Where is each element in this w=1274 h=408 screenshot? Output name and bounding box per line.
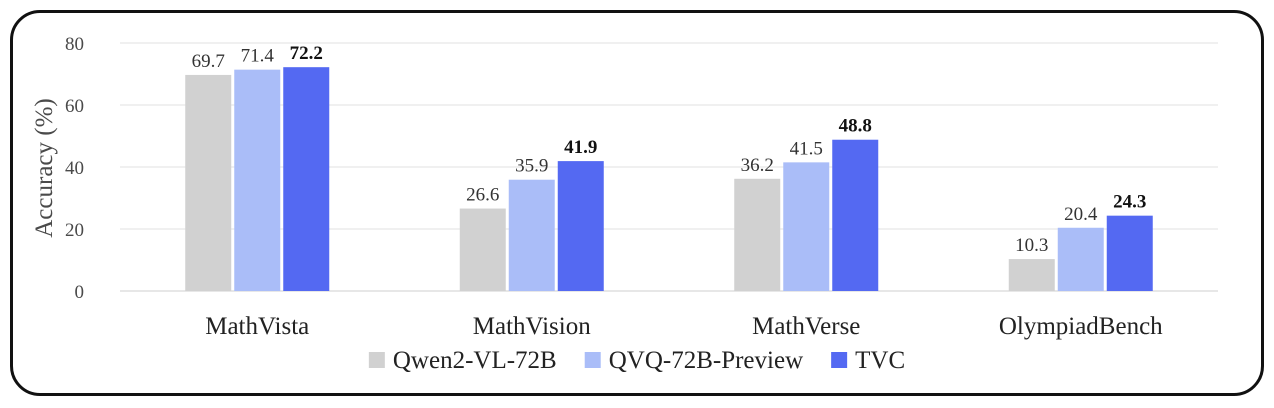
bars — [185, 67, 1153, 292]
bar — [832, 139, 879, 291]
bar — [508, 179, 555, 291]
bar-value-label: 26.6 — [466, 185, 499, 206]
y-tick-label: 0 — [75, 282, 85, 303]
bar — [459, 208, 506, 291]
bar-value-label: 24.3 — [1113, 192, 1146, 213]
x-axis-categories: MathVista MathVision MathVerse OlympiadBenc… — [205, 313, 1163, 340]
legend: Qwen2-VL-72B QVQ-72B-Preview TVC — [368, 347, 905, 374]
bar-value-label: 20.4 — [1064, 204, 1098, 225]
y-tick-label: 20 — [65, 220, 84, 241]
y-axis-label: Accuracy (%) — [31, 98, 58, 238]
bar — [234, 69, 281, 291]
bar — [1008, 259, 1055, 291]
bar — [734, 178, 781, 291]
y-tick-label: 80 — [65, 34, 84, 55]
y-tick-label: 40 — [65, 158, 84, 179]
y-tick-label: 60 — [65, 96, 84, 117]
bar-value-label: 71.4 — [241, 46, 275, 67]
category-label: MathVista — [205, 313, 309, 340]
bar-value-label: 10.3 — [1015, 235, 1048, 256]
legend-label: Qwen2-VL-72B — [393, 347, 557, 374]
legend-swatch — [831, 352, 848, 368]
bar-value-label: 48.8 — [839, 116, 872, 137]
bar — [283, 67, 330, 292]
bar — [783, 162, 830, 291]
y-axis-ticks: 0 20 40 60 80 — [65, 34, 84, 303]
bar-value-label: 41.5 — [790, 138, 823, 159]
legend-swatch — [584, 352, 601, 368]
bar — [1057, 227, 1104, 291]
bar-value-label: 35.9 — [515, 156, 548, 177]
bar-value-label: 41.9 — [564, 137, 597, 158]
legend-label: QVQ-72B-Preview — [609, 347, 803, 374]
bar-value-label: 36.2 — [741, 155, 774, 176]
data-labels: 69.7 71.4 72.2 26.6 35.9 41.9 36.2 41.5 48.8 10.3… — [192, 43, 1147, 256]
legend-swatch — [368, 352, 385, 368]
legend-label: TVC — [855, 347, 905, 374]
category-label: OlympiadBench — [999, 313, 1163, 340]
bar — [1106, 215, 1153, 291]
bar — [557, 161, 604, 291]
bar-value-label: 69.7 — [192, 51, 225, 72]
category-label: MathVision — [473, 313, 591, 340]
category-label: MathVerse — [752, 313, 860, 340]
bar-value-label: 72.2 — [290, 43, 323, 64]
bar — [185, 74, 232, 292]
